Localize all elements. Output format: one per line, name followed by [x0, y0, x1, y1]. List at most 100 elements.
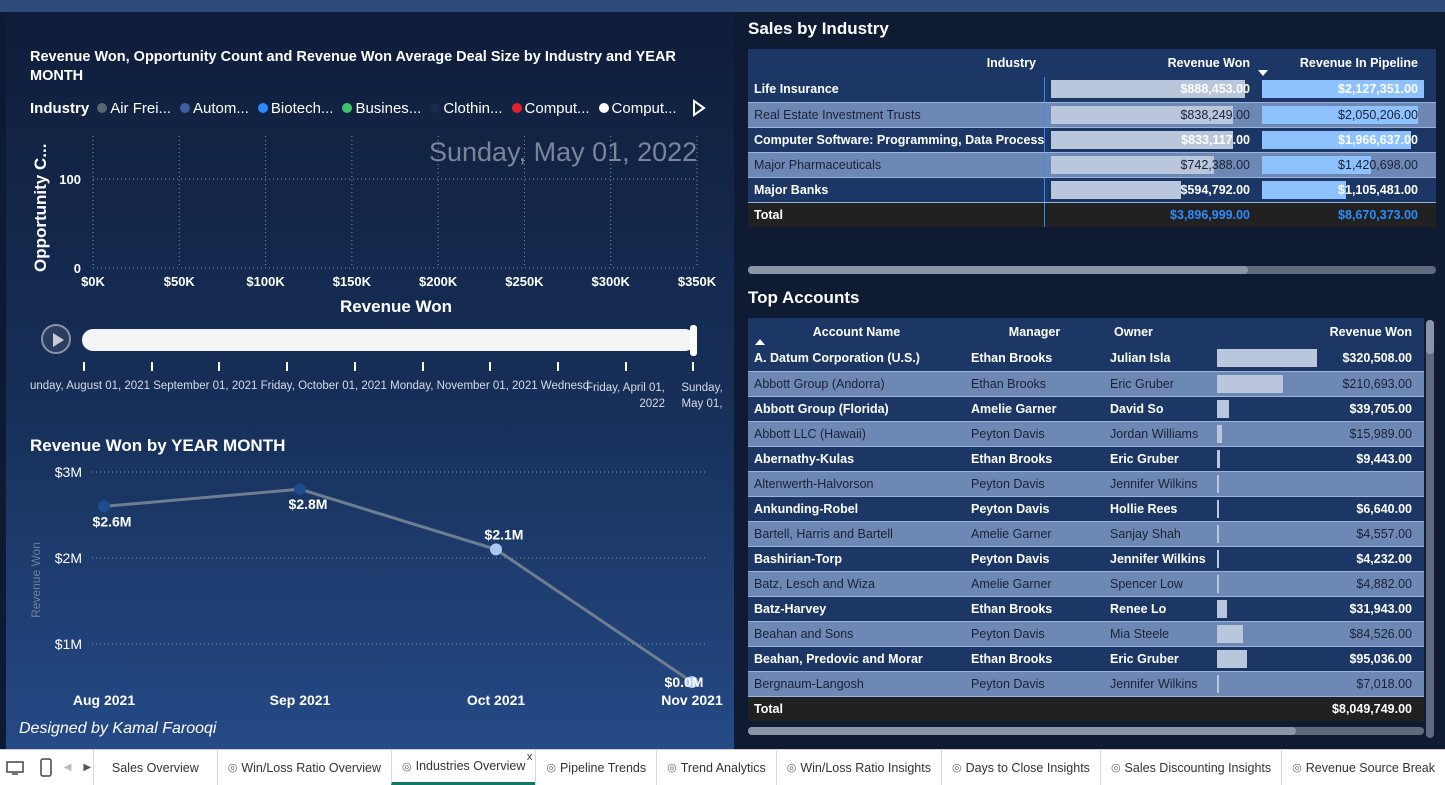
play-axis-tick: [489, 362, 492, 371]
col-owner[interactable]: Owner: [1104, 318, 1211, 346]
play-axis-tick: [353, 362, 356, 371]
page-tab[interactable]: ◎ Industries Overview x: [390, 750, 536, 785]
page-tab-label: Sales Overview: [111, 760, 199, 775]
industry-row[interactable]: Real Estate Investment Trusts $838,249.00…: [748, 102, 1436, 128]
legend-item[interactable]: Comput...: [511, 100, 590, 117]
legend-next-icon[interactable]: [692, 99, 706, 117]
legend-item[interactable]: Air Frei...: [97, 100, 171, 117]
col-account-name[interactable]: Account Name: [748, 318, 965, 346]
account-owner: Julian Isla: [1104, 346, 1211, 372]
hidden-page-icon: ◎: [401, 760, 412, 773]
scatter-x-axis-label: Revenue Won: [340, 297, 452, 316]
account-manager: Ethan Brooks: [965, 446, 1104, 472]
play-axis-tick: [421, 362, 424, 371]
legend-item[interactable]: Biotech...: [257, 99, 334, 117]
page-tab[interactable]: ◎ Sales Discounting Insights: [1099, 750, 1281, 785]
account-row[interactable]: Abbott LLC (Hawaii) Peyton Davis Jordan Wi…: [748, 421, 1424, 447]
page-tab[interactable]: ◎ Days to Close Insights: [940, 750, 1100, 785]
account-row[interactable]: Abbott Group (Andorra) Ethan Brooks Eric G…: [748, 371, 1424, 397]
account-revenue-cell: $95,036.00: [1211, 646, 1424, 672]
page-tab[interactable]: ◎ Trend Analytics: [656, 750, 776, 785]
page-tab[interactable]: ◎ Pipeline Trends: [535, 750, 656, 785]
account-row[interactable]: Altenwerth-Halvorson Peyton Davis Jennifer…: [748, 471, 1424, 497]
account-name: Batz, Lesch and Wiza: [748, 571, 965, 597]
tab-prev-icon[interactable]: ◀: [63, 762, 72, 773]
account-row[interactable]: Abbott Group (Florida) Amelie Garner David…: [748, 396, 1424, 422]
account-manager: Amelie Garner: [965, 396, 1104, 422]
page-tab[interactable]: ◎ Win/Loss Ratio Insights: [775, 750, 941, 785]
play-button[interactable]: [41, 324, 71, 354]
legend-item[interactable]: Comput...: [598, 100, 677, 117]
line-data-label: $2.8M: [289, 496, 328, 512]
account-revenue-bar: [1217, 474, 1219, 493]
account-manager: Peyton Davis: [965, 471, 1104, 497]
account-manager: Ethan Brooks: [965, 646, 1104, 672]
account-name: Abbott Group (Florida): [748, 396, 965, 422]
desktop-view-icon[interactable]: [0, 750, 31, 785]
play-axis-handle[interactable]: [690, 325, 697, 356]
legend-item[interactable]: Busines...: [342, 100, 421, 117]
legend-item-label: Biotech...: [270, 99, 334, 117]
revenue-pipeline-value: $2,050,206.00: [1338, 107, 1418, 122]
line-point[interactable]: [294, 483, 306, 496]
col-manager[interactable]: Manager: [965, 318, 1104, 346]
account-row[interactable]: Batz, Lesch and Wiza Amelie Garner Spencer…: [748, 571, 1424, 597]
account-row[interactable]: Beahan, Predovic and Morar Ethan Brooks Er…: [748, 646, 1424, 672]
page-tab[interactable]: ◎ Revenue Source Break: [1281, 750, 1445, 785]
revenue-pipeline-bar: [1262, 180, 1346, 199]
account-row[interactable]: Bartell, Harris and Bartell Amelie Garner…: [748, 521, 1424, 547]
account-manager: Peyton Davis: [965, 621, 1104, 647]
revenue-pipeline-bar: [1262, 155, 1371, 174]
accounts-horizontal-scrollbar[interactable]: [748, 727, 1424, 735]
sort-asc-icon[interactable]: [754, 338, 766, 346]
line-point[interactable]: [98, 500, 110, 513]
line-point[interactable]: [686, 676, 698, 688]
account-name: Bashirian-Torp: [748, 546, 965, 572]
industry-row[interactable]: Major Banks $594,792.00 $1,105,481.00: [748, 177, 1436, 203]
revenue-pipeline-value: $1,420,698.00: [1338, 157, 1418, 172]
col-revenue-pipeline[interactable]: Revenue In Pipeline: [1256, 49, 1436, 77]
account-revenue-cell: $320,508.00: [1211, 346, 1424, 372]
account-owner: Eric Gruber: [1104, 446, 1211, 472]
legend-dot-icon: [598, 103, 609, 113]
hidden-page-icon: ◎: [667, 762, 677, 774]
account-row[interactable]: Bashirian-Torp Peyton Davis Jennifer Wilki…: [748, 546, 1424, 572]
industry-row[interactable]: Life Insurance $888,453.00 $2,127,351.00: [748, 77, 1436, 103]
play-axis-slider[interactable]: [82, 329, 696, 351]
legend-item[interactable]: Clothin...: [430, 99, 503, 117]
hidden-page-icon: ◎: [546, 762, 556, 774]
legend-items: Air Frei... Autom... Biotech... Busines... C…: [97, 100, 685, 117]
account-revenue-value: $39,705.00: [1349, 401, 1412, 416]
account-row[interactable]: A. Datum Corporation (U.S.) Ethan Brooks J…: [748, 346, 1424, 372]
hidden-page-icon: ◎: [227, 762, 238, 774]
report-canvas: Revenue Won, Opportunity Count and Reven…: [0, 0, 1445, 749]
col-industry[interactable]: Industry: [748, 49, 1044, 77]
revenue-pipeline-cell: $1,420,698.00: [1256, 152, 1436, 178]
account-row[interactable]: Batz-Harvey Ethan Brooks Renee Lo $31,943.0…: [748, 596, 1424, 622]
page-tab[interactable]: Sales Overview: [92, 750, 217, 785]
mobile-view-icon[interactable]: [31, 750, 62, 785]
line-point[interactable]: [490, 543, 502, 556]
account-name: Beahan and Sons: [748, 621, 965, 647]
industry-row[interactable]: Major Pharmaceuticals $742,388.00 $1,420,6…: [748, 152, 1436, 178]
col-account-revenue[interactable]: Revenue Won: [1211, 318, 1424, 346]
close-tab-icon[interactable]: x: [526, 751, 533, 763]
legend-item[interactable]: Autom...: [180, 100, 249, 117]
tab-next-icon[interactable]: ▶: [83, 762, 92, 773]
sort-desc-icon[interactable]: [1257, 69, 1269, 77]
account-row[interactable]: Abernathy-Kulas Ethan Brooks Eric Gruber $9…: [748, 446, 1424, 472]
industry-table-scrollbar[interactable]: [748, 266, 1436, 274]
line-x-tick: Sep 2021: [270, 692, 331, 708]
legend-item-label: Clothin...: [443, 99, 503, 117]
revenue-pipeline-cell: $2,127,351.00: [1256, 77, 1436, 103]
page-tab[interactable]: ◎ Win/Loss Ratio Overview: [216, 750, 391, 785]
industry-row[interactable]: Computer Software: Programming, Data Pro…: [748, 127, 1436, 153]
account-row[interactable]: Bergnaum-Langosh Peyton Davis Jennifer Wil…: [748, 671, 1424, 697]
col-revenue-won[interactable]: Revenue Won: [1044, 49, 1256, 77]
accounts-vertical-scrollbar[interactable]: [1426, 320, 1434, 738]
line-y-axis-label: Revenue Won: [29, 542, 43, 618]
account-row[interactable]: Ankunding-Robel Peyton Davis Hollie Rees $6…: [748, 496, 1424, 522]
account-revenue-value: $95,036.00: [1349, 651, 1412, 666]
account-manager: Peyton Davis: [965, 421, 1104, 447]
account-row[interactable]: Beahan and Sons Peyton Davis Mia Steele $84…: [748, 621, 1424, 647]
